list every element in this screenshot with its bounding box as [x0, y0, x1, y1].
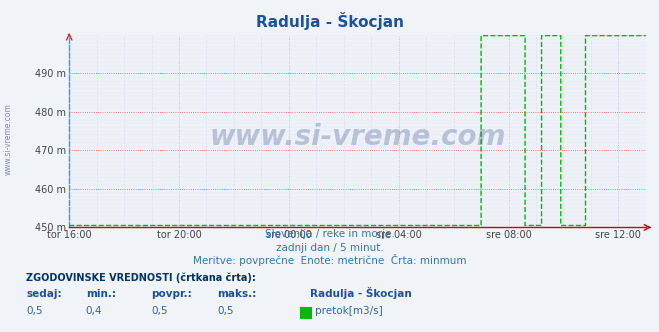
Text: Meritve: povprečne  Enote: metrične  Črta: minmum: Meritve: povprečne Enote: metrične Črta:… [192, 254, 467, 266]
Text: www.si-vreme.com: www.si-vreme.com [3, 104, 13, 175]
Text: 0,5: 0,5 [217, 306, 234, 316]
Text: 0,5: 0,5 [152, 306, 168, 316]
Text: Slovenija / reke in morje.: Slovenija / reke in morje. [264, 229, 395, 239]
Text: Radulja - Škocjan: Radulja - Škocjan [256, 12, 403, 30]
Text: zadnji dan / 5 minut.: zadnji dan / 5 minut. [275, 243, 384, 253]
Text: min.:: min.: [86, 289, 116, 299]
Text: 0,4: 0,4 [86, 306, 102, 316]
Text: pretok[m3/s]: pretok[m3/s] [315, 306, 383, 316]
Text: ZGODOVINSKE VREDNOSTI (črtkana črta):: ZGODOVINSKE VREDNOSTI (črtkana črta): [26, 272, 256, 283]
Text: maks.:: maks.: [217, 289, 257, 299]
Text: povpr.:: povpr.: [152, 289, 192, 299]
Text: sedaj:: sedaj: [26, 289, 62, 299]
Text: 0,5: 0,5 [26, 306, 43, 316]
Text: www.si-vreme.com: www.si-vreme.com [210, 123, 505, 151]
Text: Radulja - Škocjan: Radulja - Škocjan [310, 287, 411, 299]
